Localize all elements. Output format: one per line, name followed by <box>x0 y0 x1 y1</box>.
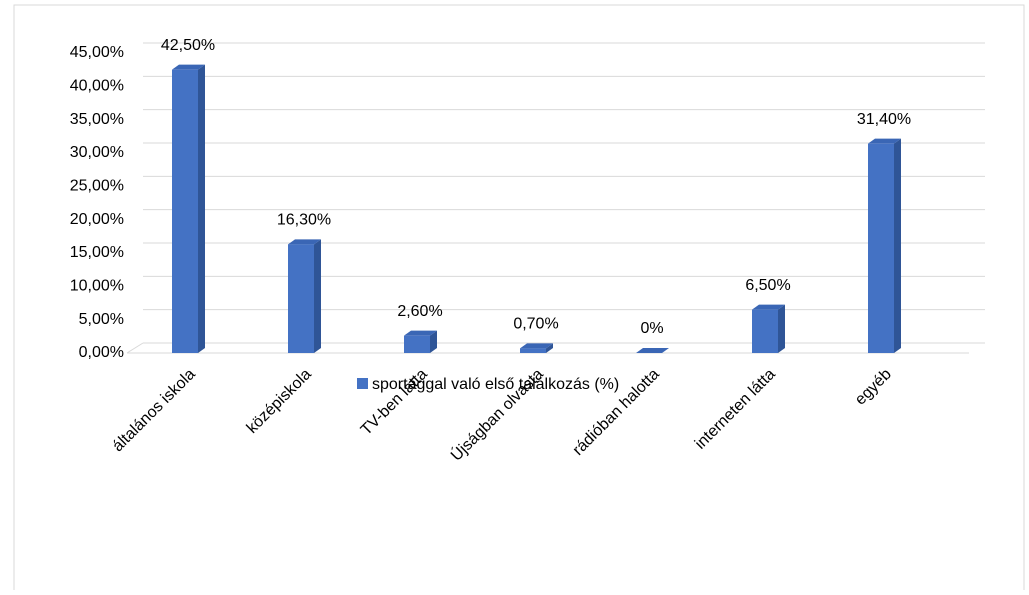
y-tick-label: 20,00% <box>70 211 124 228</box>
bar-side <box>314 239 321 353</box>
data-label: 6,50% <box>745 277 790 294</box>
bar <box>404 335 430 353</box>
bar-top <box>752 304 785 310</box>
y-tick-label: 5,00% <box>79 311 124 328</box>
data-label: 42,50% <box>161 37 215 54</box>
bar-top <box>404 330 437 336</box>
y-tick-label: 30,00% <box>70 144 124 161</box>
floor-edge <box>126 342 144 354</box>
bar <box>520 348 546 353</box>
y-tick-label: 45,00% <box>70 44 124 61</box>
data-label: 0,70% <box>513 316 558 333</box>
bar-side <box>778 304 785 353</box>
bar-top <box>636 348 669 353</box>
bar-top <box>172 64 205 70</box>
y-tick-label: 15,00% <box>70 244 124 261</box>
bar-top <box>868 138 901 144</box>
bar <box>752 309 778 353</box>
bar-side <box>430 330 437 353</box>
legend-label: sportággal való első találkozás (%) <box>372 376 619 393</box>
bar-top <box>288 239 321 245</box>
bar-side <box>546 343 553 353</box>
bar-top <box>520 343 553 349</box>
bar <box>172 69 198 354</box>
data-label: 0% <box>640 320 663 337</box>
legend-swatch <box>357 378 368 389</box>
bar-side <box>894 138 901 353</box>
data-label: 31,40% <box>857 111 911 128</box>
y-tick-label: 35,00% <box>70 111 124 128</box>
y-tick-label: 25,00% <box>70 178 124 195</box>
y-tick-label: 40,00% <box>70 78 124 95</box>
bar <box>868 143 894 353</box>
y-tick-label: 0,00% <box>79 344 124 361</box>
bar-side <box>198 64 205 354</box>
data-label: 16,30% <box>277 212 331 229</box>
bar <box>288 244 314 353</box>
data-label: 2,60% <box>397 303 442 320</box>
y-tick-label: 10,00% <box>70 278 124 295</box>
